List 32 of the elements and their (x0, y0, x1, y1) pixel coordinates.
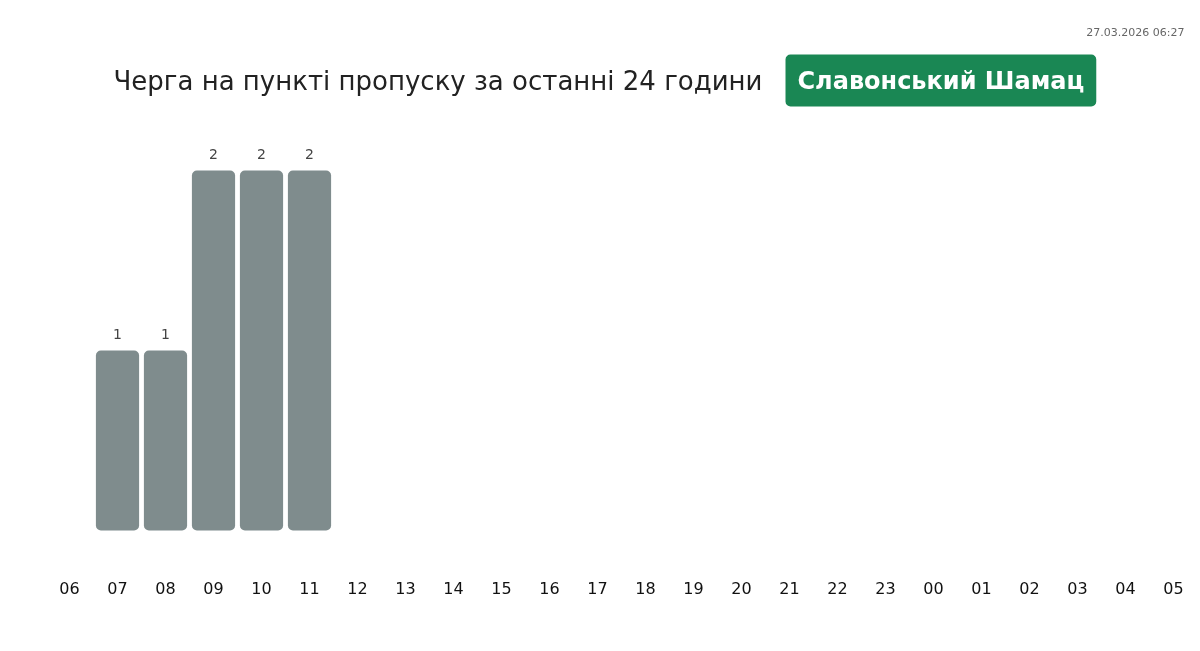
x-tick-label: 08 (155, 578, 176, 598)
data-label: 1 (113, 325, 122, 342)
text: 27.03.2026 06:27 (1086, 26, 1185, 39)
x-tick-label: 23 (875, 578, 896, 598)
x-tick-label: 13 (395, 578, 416, 598)
data-label: 2 (257, 145, 266, 162)
x-tick-label: 21 (779, 578, 800, 598)
x-tick-label: 11 (299, 578, 320, 598)
x-tick-label: 05 (1163, 578, 1184, 598)
data-label: 2 (209, 145, 218, 162)
data-label: 2 (305, 145, 314, 162)
chart-title: Черга на пункті пропуску за останні 24 години (113, 65, 763, 96)
x-tick-label: 01 (971, 578, 992, 598)
x-tick-label: 03 (1067, 578, 1088, 598)
x-tick-label: 20 (731, 578, 752, 598)
x-tick-label: 14 (443, 578, 464, 598)
x-tick-label: 07 (107, 578, 128, 598)
x-tick-label: 10 (251, 578, 272, 598)
x-tick-label: 00 (923, 578, 944, 598)
x-tick-label: 04 (1115, 578, 1136, 598)
x-tick-label: 02 (1019, 578, 1040, 598)
x-tick-label: 09 (203, 578, 224, 598)
x-tick-label: 12 (347, 578, 368, 598)
chart-subtitle: Славонський Шамац (797, 66, 1085, 95)
x-tick-label: 16 (539, 578, 560, 598)
data-label: 1 (161, 325, 170, 342)
x-tick-label: 18 (635, 578, 656, 598)
x-tick-label: 22 (827, 578, 848, 598)
x-tick-label: 15 (491, 578, 512, 598)
x-tick-label: 17 (587, 578, 608, 598)
x-tick-label: 19 (683, 578, 704, 598)
x-tick-label: 06 (59, 578, 80, 598)
